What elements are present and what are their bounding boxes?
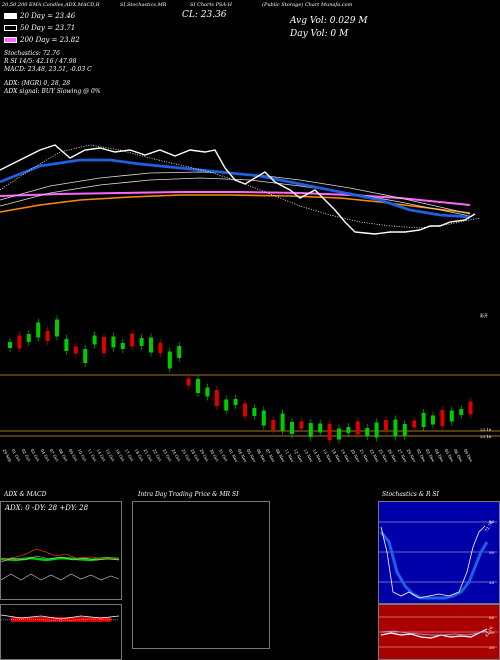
candle-body	[36, 322, 41, 338]
rsi-panel: 80 50 20 42.16	[378, 604, 500, 660]
macd-panel	[0, 604, 122, 660]
candle-body	[120, 343, 125, 349]
candle-body	[214, 390, 219, 406]
stochastics-panel: 80 50 20 72.76	[378, 501, 500, 604]
candle-body	[205, 387, 210, 397]
candle-body	[327, 424, 332, 440]
adx-value: ADX: 0 -DY: 28 +DY: 28	[5, 504, 89, 512]
header-strip-1: 20,50,200 EMA,Candles,ADX,MACD,R	[2, 2, 100, 8]
rsi-level-20: 20	[489, 645, 495, 650]
stochastics-stat: Stochastics: 72.76	[4, 50, 60, 57]
candle-body	[431, 415, 435, 425]
stoch-level-50: 50	[489, 550, 495, 555]
date-tick: 09 Dec	[462, 448, 474, 463]
stoch-level-20: 20	[489, 580, 495, 585]
header-strip-3: SI Charts PSA-H	[190, 2, 233, 8]
candle-body	[233, 399, 238, 405]
adx-signal-stat: ADX signal: BUY Slowing @ 0%	[4, 88, 101, 95]
candle-body	[252, 408, 257, 416]
candle-body	[393, 419, 398, 437]
candle-body	[139, 338, 144, 346]
candles-group	[8, 315, 473, 444]
candle-body	[243, 403, 247, 417]
candle-body	[111, 336, 116, 348]
intraday-panel	[132, 501, 270, 649]
upper-price-label: 彩开	[480, 313, 488, 318]
candle-body	[186, 378, 191, 386]
candle-body	[440, 410, 445, 426]
candle-body	[55, 319, 59, 337]
header-strip-2: SI,Stochastics,MR	[120, 2, 167, 8]
candle-body	[280, 413, 285, 431]
price-label-1: 23.16	[480, 427, 492, 432]
rsi-level-80: 80	[489, 615, 495, 620]
thin-ma-2	[0, 177, 471, 217]
sma-blue-line	[0, 158, 471, 219]
legend-20-day: 20 Day = 23.46	[4, 12, 75, 20]
price-line	[0, 144, 476, 235]
adx-panel: ADX: 0 -DY: 28 +DY: 28	[0, 501, 122, 600]
header-strip-4: (Public Storage) Chart Munafa.com	[262, 2, 353, 8]
candle-body	[468, 401, 473, 415]
adx-stat: ADX: (MGR) 0, 28, 28	[4, 80, 71, 87]
candle-body	[64, 339, 69, 351]
ema200-line	[0, 191, 471, 206]
candle-body	[299, 421, 304, 429]
candle-body	[17, 335, 22, 349]
adx-chart	[1, 548, 120, 581]
candle-body	[177, 346, 182, 358]
candle-body	[421, 413, 426, 427]
macd-chart	[1, 614, 120, 622]
candle-body	[167, 351, 172, 369]
price-label-2: 23.16	[480, 434, 492, 439]
avg-volume: Avg Vol: 0.029 M	[290, 16, 368, 26]
close-price: CL: 23.36	[182, 10, 227, 20]
rsi-level-50: 50	[489, 630, 495, 635]
candle-body	[459, 409, 464, 415]
adx-panel-title: ADX & MACD	[4, 491, 47, 498]
candle-body	[374, 422, 379, 438]
candle-body	[384, 420, 388, 430]
rsi-stat: R SI 14/5: 42.16 / 47.98	[4, 58, 77, 65]
candle-body	[26, 334, 31, 342]
candle-body	[83, 349, 88, 363]
candle-body	[355, 421, 360, 435]
candle-body	[449, 410, 454, 422]
candle-body	[290, 422, 294, 434]
stoch-panel-title: Stochastics & R SI	[382, 491, 439, 498]
candle-body	[271, 420, 276, 430]
day-volume: Day Vol: 0 M	[290, 29, 349, 39]
candle-body	[45, 331, 50, 341]
candle-body	[130, 333, 135, 347]
legend-50-day: 50 Day = 23.71	[4, 24, 75, 32]
candle-body	[92, 335, 97, 345]
date-axis: 29 Sep 01 Oct 02 Oct 03 Oct 04 Oct 07 Oct 08 O…	[0, 448, 500, 488]
legend-200-day: 200 Day = 23.82	[4, 36, 80, 44]
candle-body	[102, 337, 106, 353]
candle-body	[365, 428, 370, 436]
candle-body	[73, 346, 78, 354]
candle-body	[337, 428, 341, 440]
candle-body	[318, 423, 323, 433]
macd-stat: MACD: 23.48, 23.51, -0.03 C	[4, 66, 92, 73]
candle-body	[402, 424, 407, 436]
candle-body	[149, 337, 153, 353]
candle-body	[158, 343, 163, 353]
candle-body	[8, 342, 12, 348]
candle-body	[224, 399, 229, 411]
candle-body	[261, 410, 266, 426]
candle-body	[196, 379, 200, 393]
candle-body	[308, 423, 313, 437]
intraday-panel-title: Intra Day Trading Price & MR SI	[138, 491, 239, 498]
rsi-chart	[379, 616, 497, 648]
stoch-chart	[379, 521, 497, 600]
stoch-level-80: 80	[489, 519, 495, 524]
candle-body	[346, 427, 351, 433]
candle-body	[412, 420, 417, 428]
